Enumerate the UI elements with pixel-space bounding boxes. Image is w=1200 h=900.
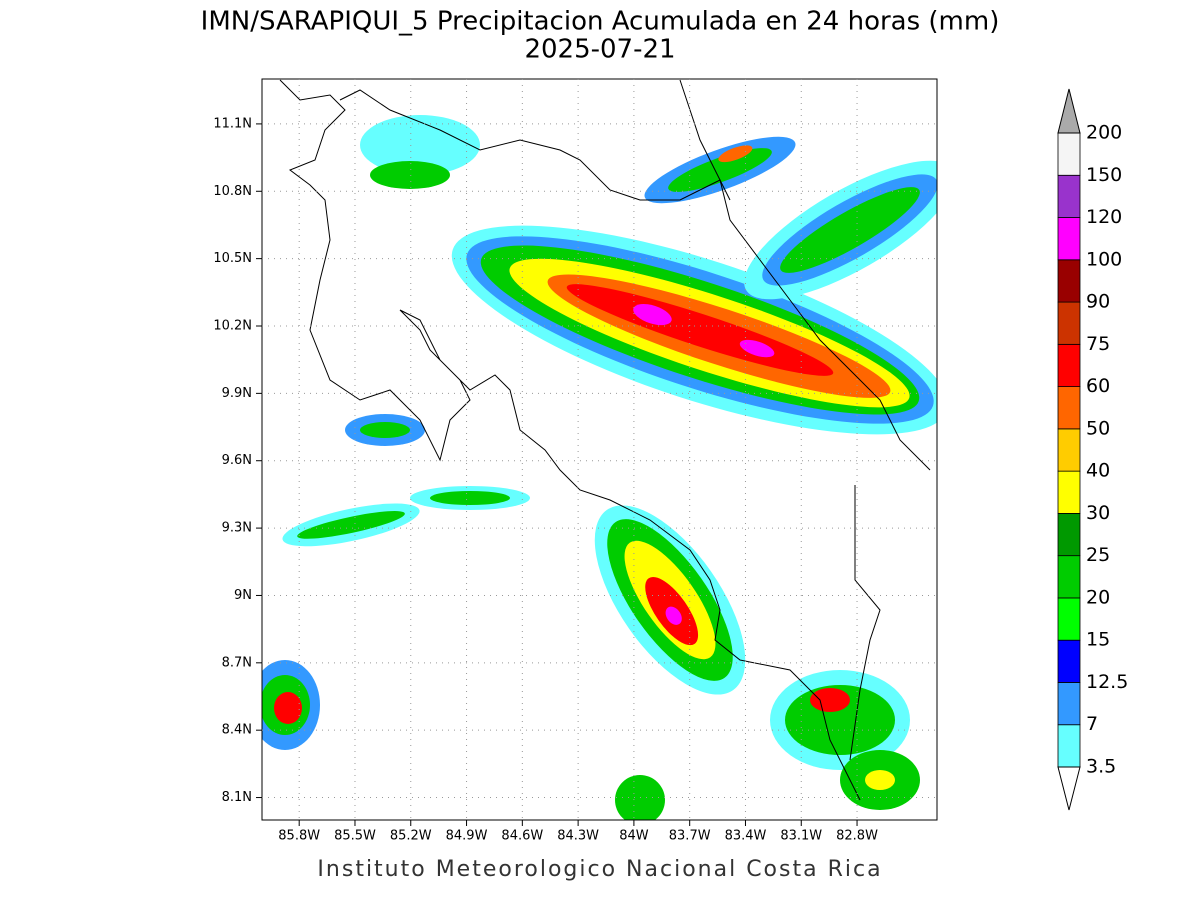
map-title: IMN/SARAPIQUI_5 Precipitacion Acumulada …	[201, 7, 1000, 37]
y-tick-label: 8.7N	[222, 655, 252, 670]
colorbar-label: 60	[1086, 375, 1110, 397]
colorbar-segment	[1057, 597, 1081, 641]
x-tick-label: 85.2W	[390, 829, 432, 844]
colorbar-label: 150	[1086, 164, 1122, 186]
colorbar-segment	[1057, 724, 1081, 768]
y-tick-label: 8.1N	[222, 790, 252, 805]
y-tick-label: 9N	[234, 588, 252, 603]
colorbar-label: 7	[1086, 713, 1098, 735]
x-tick-label: 83.4W	[725, 829, 767, 844]
x-tick-label: 84W	[619, 829, 649, 844]
colorbar-label: 20	[1086, 586, 1110, 608]
colorbar-segment	[1057, 259, 1081, 303]
x-tick-label: 85.5W	[334, 829, 376, 844]
colorbar-segment	[1057, 513, 1081, 557]
colorbar-segment	[1057, 386, 1081, 430]
y-tick-label: 9.6N	[222, 453, 252, 468]
map-footer: Instituto Meteorologico Nacional Costa R…	[317, 857, 882, 882]
colorbar-label: 3.5	[1086, 756, 1116, 778]
colorbar-segment	[1057, 639, 1081, 683]
map-subtitle: 2025-07-21	[524, 35, 675, 65]
x-tick-label: 83.7W	[669, 829, 711, 844]
colorbar-label: 30	[1086, 502, 1110, 524]
colorbar-label: 50	[1086, 417, 1110, 439]
colorbar-label: 12.5	[1086, 671, 1128, 693]
y-tick-label: 11.1N	[213, 116, 252, 131]
x-tick-label: 85.8W	[278, 829, 320, 844]
plot-frame	[261, 78, 938, 821]
colorbar-label: 25	[1086, 544, 1110, 566]
colorbar-label: 100	[1086, 248, 1122, 270]
colorbar-label: 15	[1086, 629, 1110, 651]
precipitation-field	[262, 115, 937, 820]
coastline	[279, 79, 931, 801]
y-tick-label: 9.3N	[222, 521, 252, 536]
y-tick-label: 9.9N	[222, 386, 252, 401]
colorbar-segment	[1057, 343, 1081, 388]
x-tick-label: 84.3W	[557, 829, 599, 844]
y-tick-label: 8.4N	[222, 723, 252, 738]
colorbar-under	[1057, 766, 1081, 811]
colorbar-segment	[1057, 174, 1081, 218]
x-tick-label: 84.9W	[446, 829, 488, 844]
colorbar-label: 40	[1086, 460, 1110, 482]
colorbar-segment	[1057, 132, 1081, 176]
y-tick-label: 10.8N	[213, 184, 252, 199]
colorbar-segment	[1057, 470, 1081, 514]
colorbar-label: 75	[1086, 333, 1110, 355]
y-tick-label: 10.5N	[213, 251, 252, 266]
y-tick-label: 10.2N	[213, 319, 252, 334]
colorbar-over	[1057, 88, 1081, 134]
colorbar-segment	[1057, 428, 1081, 472]
colorbar-label: 200	[1086, 122, 1122, 144]
colorbar-segment	[1057, 217, 1081, 261]
colorbar-segment	[1057, 682, 1081, 726]
colorbar-segment	[1057, 301, 1081, 345]
colorbar-segment	[1057, 555, 1081, 599]
x-tick-label: 83.1W	[780, 829, 822, 844]
x-tick-label: 82.8W	[836, 829, 878, 844]
colorbar-label: 90	[1086, 291, 1110, 313]
x-tick-label: 84.6W	[501, 829, 543, 844]
colorbar-label: 120	[1086, 206, 1122, 228]
